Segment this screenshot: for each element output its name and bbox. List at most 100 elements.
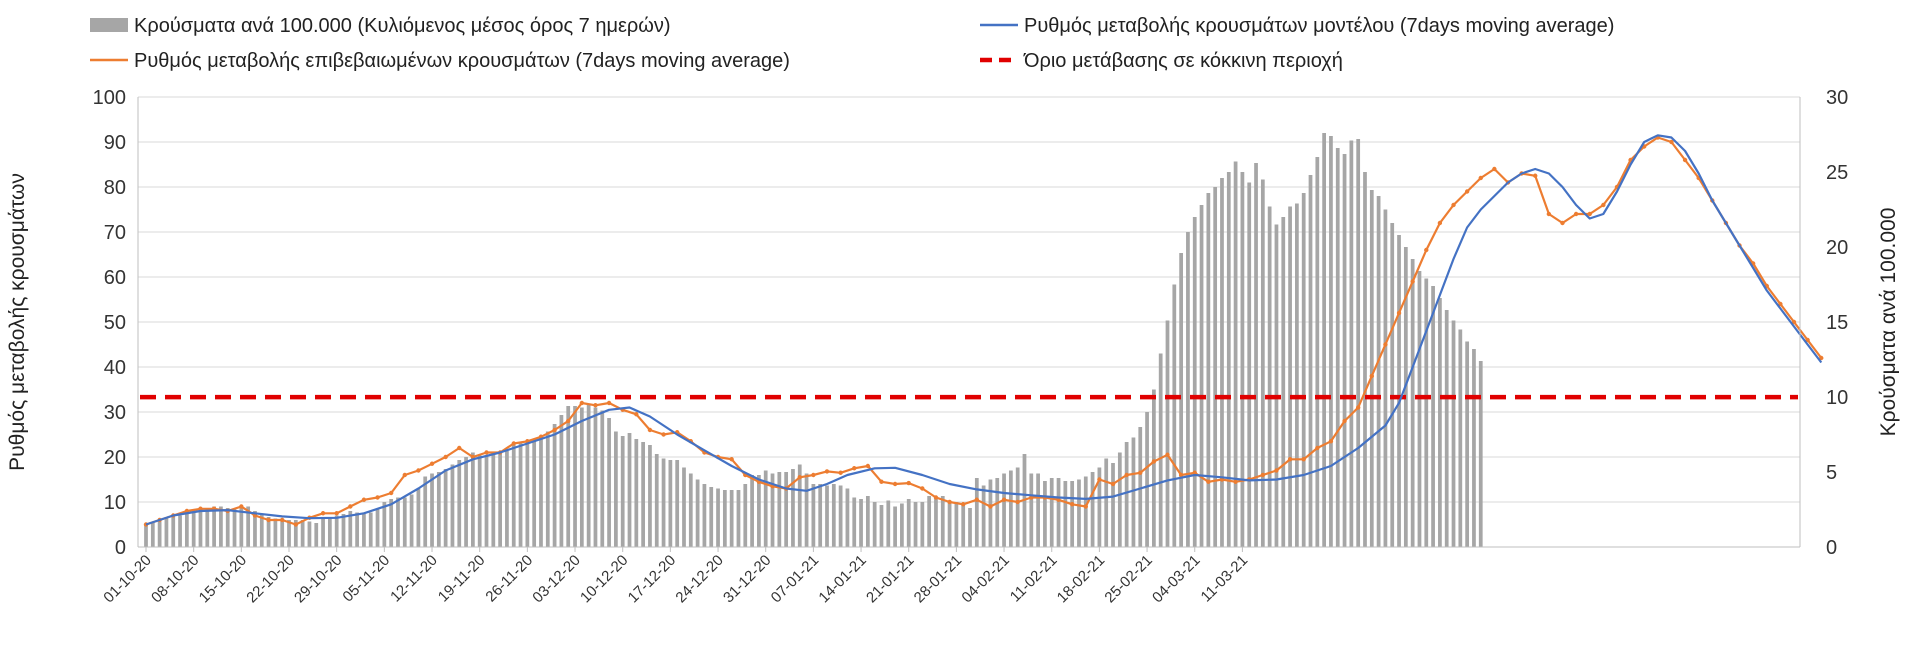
legend-confirmed-label: Ρυθμός μεταβολής επιβεβαιωμένων κρουσμάτ… [134, 50, 790, 72]
confirmed-line-point [1001, 497, 1007, 502]
bar [1124, 442, 1129, 547]
y-left-tick-label: 10 [104, 492, 126, 514]
bar [396, 497, 400, 547]
bar [1213, 187, 1218, 547]
bar [280, 518, 285, 547]
bar [511, 445, 516, 547]
confirmed-line-point [1274, 468, 1279, 473]
bar [1247, 182, 1252, 547]
bar [934, 497, 938, 547]
confirmed-line-point [974, 497, 980, 502]
bar [695, 479, 700, 547]
confirmed-line-point [416, 468, 421, 473]
x-tick-label: 03-12-20 [529, 552, 583, 606]
bar [1288, 206, 1292, 547]
confirmed-line-point [1260, 472, 1266, 478]
bar [518, 442, 523, 547]
bar [225, 508, 230, 547]
confirmed-line-point [552, 427, 557, 433]
x-tick-label: 12-11-20 [387, 552, 441, 606]
confirmed-line-point [1287, 457, 1293, 462]
bar [409, 494, 414, 547]
bar [709, 487, 714, 547]
bar [1192, 217, 1197, 547]
legend-model-label: Ρυθμός μεταβολής κρουσμάτων μοντέλου (7d… [1024, 15, 1614, 37]
confirmed-line-point [1138, 470, 1143, 475]
bar [348, 511, 353, 547]
confirmed-line-point [361, 497, 367, 502]
y-left-tick-label: 50 [104, 312, 126, 334]
y-right-tick-label: 30 [1826, 87, 1848, 109]
bar [1424, 278, 1429, 547]
bar [423, 476, 428, 547]
bar [1342, 154, 1347, 547]
y-left-tick-label: 0 [115, 537, 126, 559]
bar [1138, 427, 1143, 547]
bar [382, 502, 387, 547]
legend-threshold-label: Όριο μετάβασης σε κόκκινη περιοχή [1023, 50, 1343, 72]
confirmed-line-point [1492, 166, 1497, 172]
confirmed-line-point [1464, 189, 1470, 194]
confirmed-line-point [988, 504, 993, 509]
bar [607, 418, 611, 547]
bar [307, 521, 312, 547]
bar [505, 451, 509, 547]
bar [961, 505, 966, 547]
confirmed-line-point [1669, 139, 1674, 145]
x-tick-label: 17-12-20 [625, 552, 679, 606]
bar [545, 431, 550, 547]
bar [940, 496, 945, 547]
bar [1226, 172, 1231, 547]
x-tick-label: 22-10-20 [243, 552, 297, 606]
bar [566, 406, 571, 547]
y-left-tick-label: 60 [104, 267, 126, 289]
bar [1329, 136, 1333, 547]
line-series [143, 134, 1824, 527]
confirmed-line-point [729, 457, 734, 462]
confirmed-line-point [1437, 220, 1443, 226]
x-tick-label: 08-10-20 [148, 552, 202, 606]
confirmed-line-point [634, 412, 639, 417]
bar [375, 509, 380, 547]
bar [327, 517, 332, 547]
bar [845, 488, 850, 547]
bar [1301, 193, 1306, 547]
confirmed-line-point [1791, 319, 1797, 325]
confirmed-line-point [906, 480, 911, 486]
confirmed-line-point [375, 495, 380, 500]
confirmed-line-point [1315, 445, 1320, 451]
bar [579, 407, 584, 547]
confirmed-line-point [811, 472, 816, 478]
bar [552, 424, 557, 547]
bar [402, 497, 407, 547]
confirmed-line-point [1342, 418, 1347, 424]
confirmed-line-point [402, 472, 407, 478]
bar [1363, 172, 1367, 547]
bar [818, 484, 823, 547]
bar [464, 457, 468, 547]
bar [675, 460, 680, 547]
bar [688, 473, 693, 547]
bar [1308, 175, 1313, 547]
x-tick-label: 25-02-21 [1101, 552, 1155, 606]
confirmed-line-point [511, 441, 516, 446]
bar [293, 520, 298, 547]
confirmed-line-point [457, 445, 462, 451]
bar [1356, 139, 1361, 547]
confirmed-line-point [239, 504, 244, 509]
confirmed-line-point [566, 418, 571, 424]
confirmed-line-point [1533, 173, 1538, 178]
bar [219, 506, 223, 547]
x-tick-label: 05-11-20 [339, 552, 393, 606]
y-left-tick-label: 70 [104, 222, 126, 244]
bar [682, 467, 686, 547]
x-tick-label: 24-12-20 [672, 552, 726, 606]
bar [988, 479, 993, 547]
confirmed-line-point [1110, 481, 1116, 487]
bar [430, 473, 434, 547]
bar [266, 517, 271, 547]
bar [974, 478, 979, 547]
bar [1056, 478, 1061, 547]
bar [184, 512, 189, 547]
bar [757, 475, 761, 547]
